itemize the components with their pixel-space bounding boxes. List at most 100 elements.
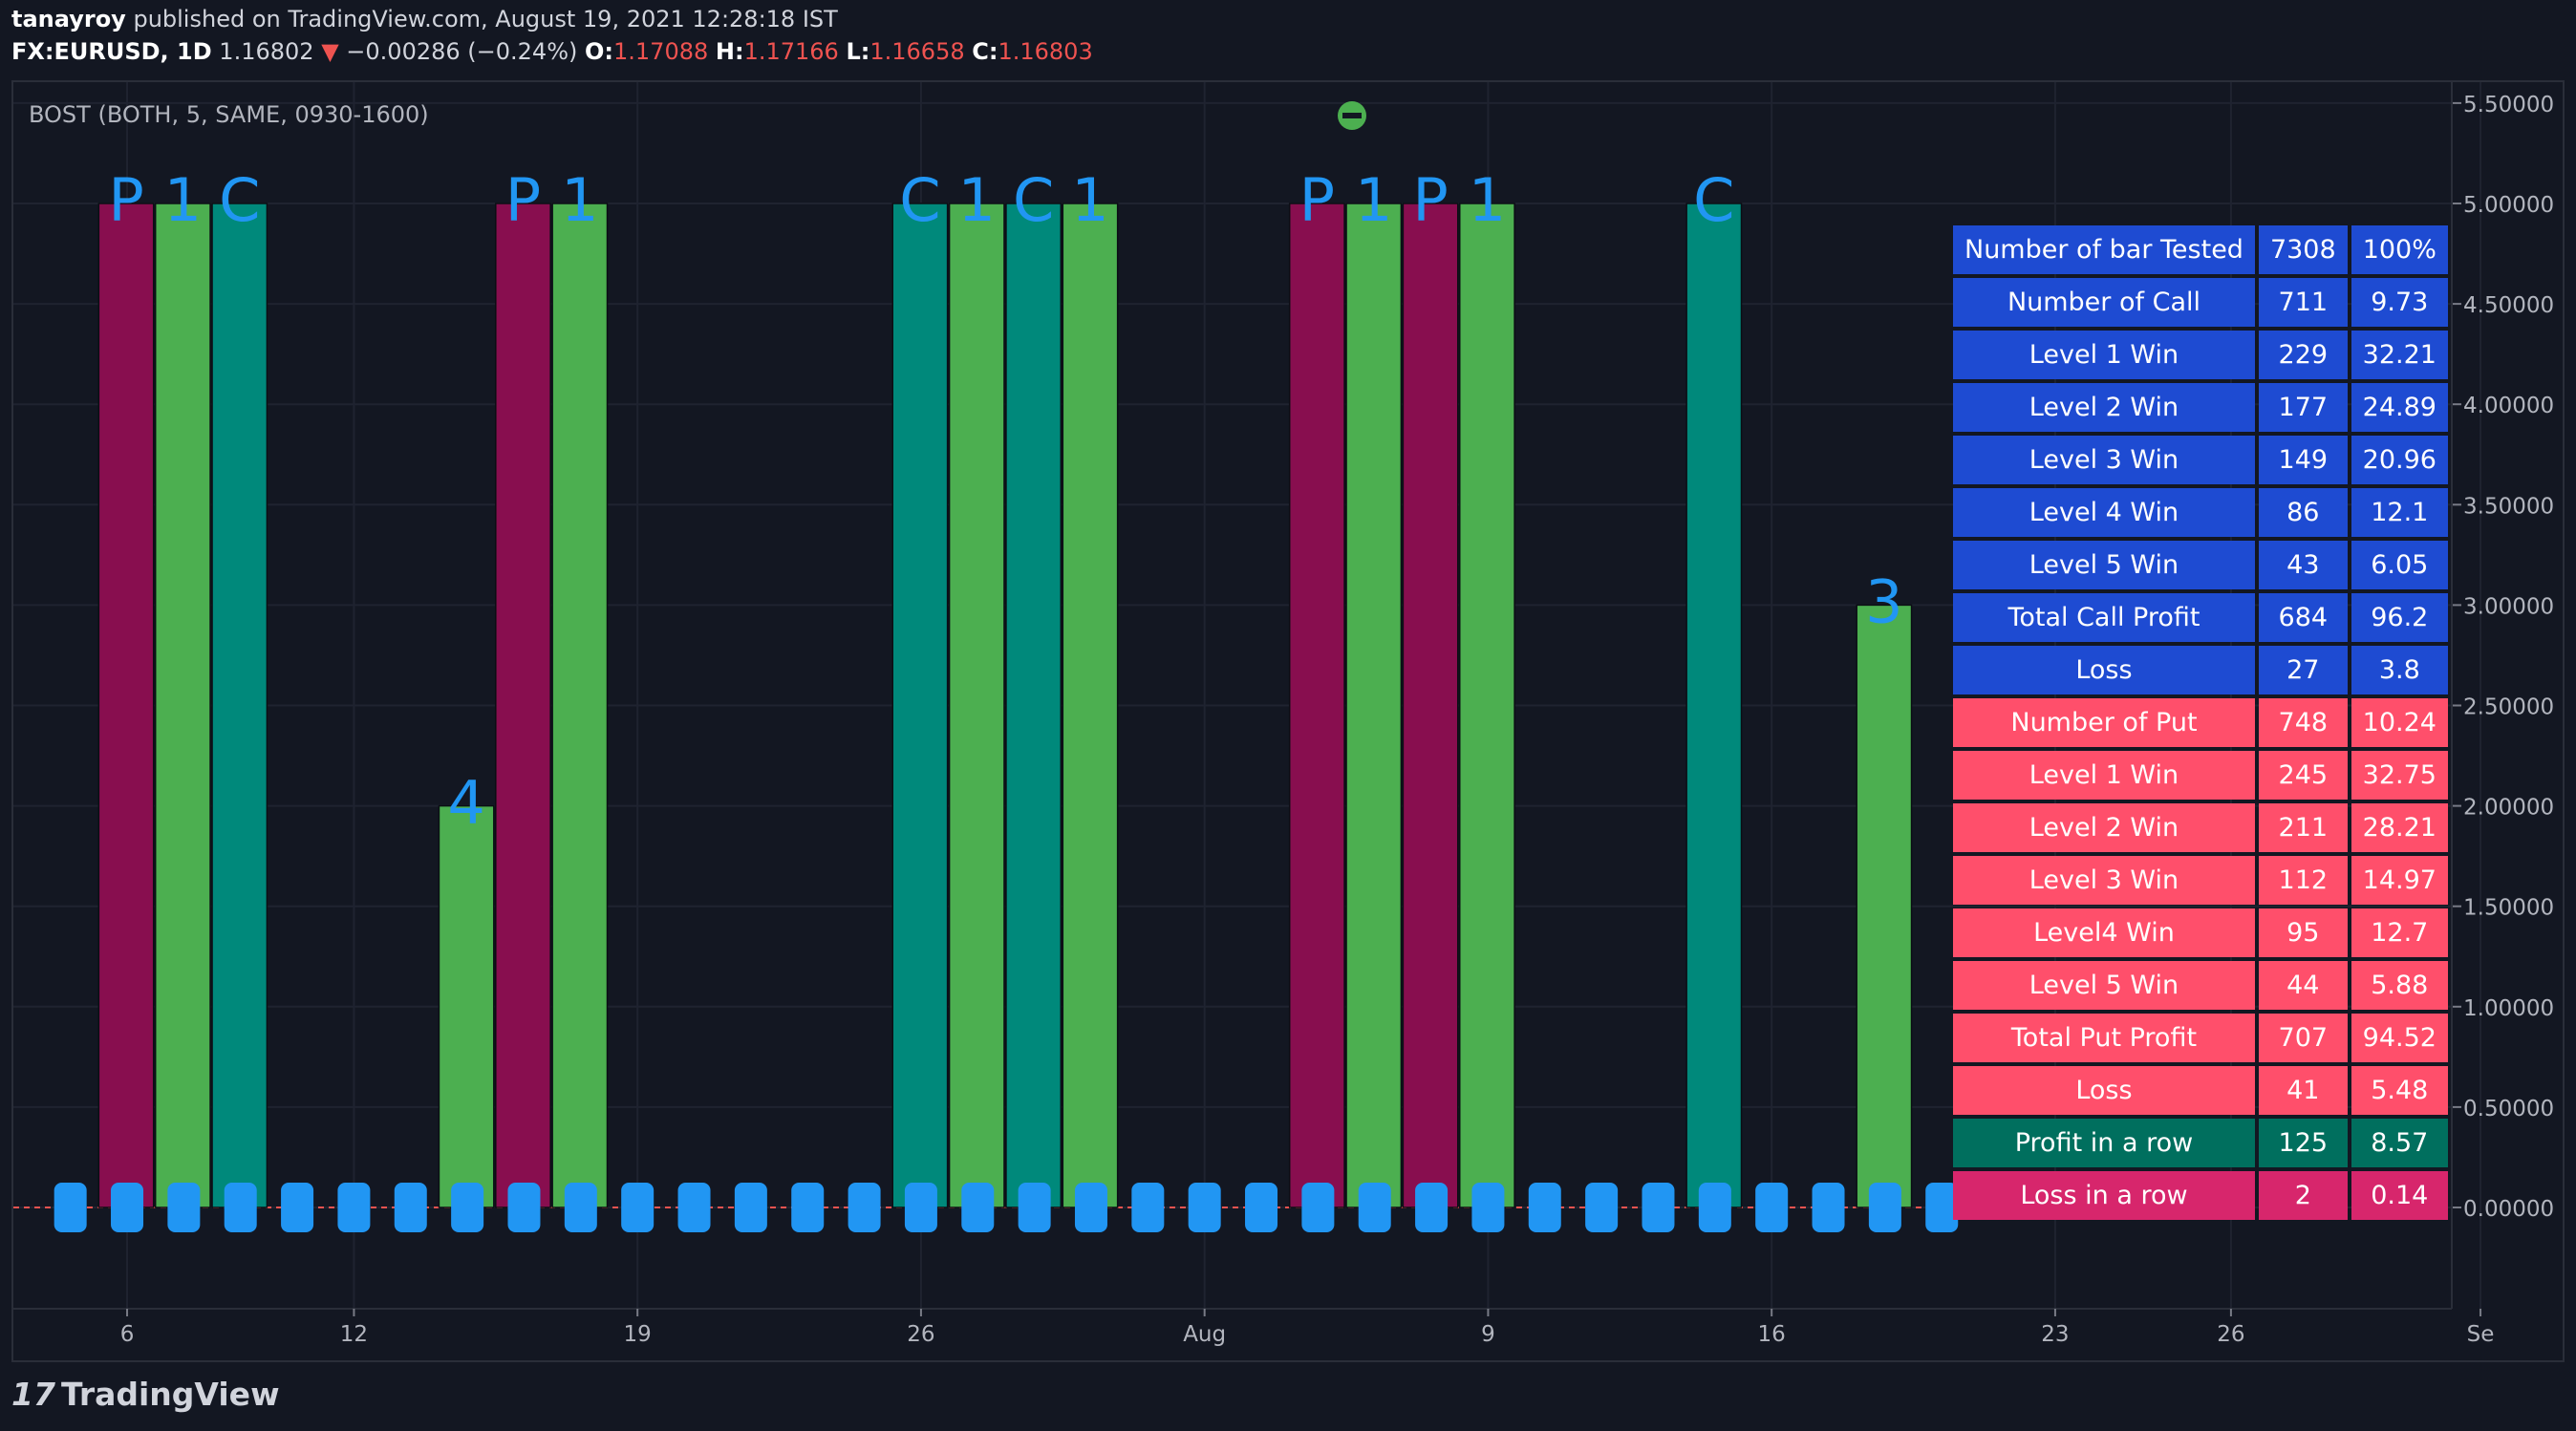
stats-percent: 28.21 — [2351, 803, 2448, 852]
y-tick-label: 2.50000 — [2463, 695, 2554, 720]
stats-label: Level 3 Win — [1953, 436, 2255, 484]
bar-green[interactable] — [551, 203, 609, 1208]
baseline-marker — [1188, 1183, 1221, 1232]
bar-label: C — [1693, 165, 1734, 235]
x-tick-label: 23 — [2041, 1322, 2069, 1347]
tradingview-logo[interactable]: 17 TradingView — [11, 1376, 280, 1413]
stats-label: Loss — [1953, 1066, 2255, 1115]
baseline-marker — [1868, 1183, 1901, 1232]
baseline-marker — [1925, 1183, 1959, 1232]
stats-label: Level 2 Win — [1953, 803, 2255, 852]
high-value: 1.17166 — [743, 38, 839, 65]
stats-count: 95 — [2258, 908, 2348, 957]
bar-call[interactable] — [211, 203, 268, 1208]
bar-label: C — [899, 165, 940, 235]
y-tick-label: 0.50000 — [2463, 1097, 2554, 1121]
stats-row: Level 5 Win 43 6.05 — [1953, 541, 2448, 589]
stats-row: Profit in a row 125 8.57 — [1953, 1119, 2448, 1167]
stats-count: 125 — [2258, 1119, 2348, 1167]
stats-label: Number of bar Tested — [1953, 225, 2255, 274]
x-tick-label: 26 — [907, 1322, 934, 1347]
tradingview-logo-text: TradingView — [60, 1376, 280, 1413]
stats-table: Number of bar Tested 7308 100% Number of Ca… — [1949, 222, 2452, 1224]
stats-count: 707 — [2258, 1014, 2348, 1062]
baseline-marker — [961, 1183, 995, 1232]
baseline-marker — [394, 1183, 427, 1232]
baseline-marker — [564, 1183, 597, 1232]
bar-label: 1 — [1469, 165, 1506, 235]
baseline-marker — [1812, 1183, 1845, 1232]
x-tick-label: 6 — [120, 1322, 135, 1347]
y-tick-label: 0.00000 — [2463, 1197, 2554, 1222]
x-tick-label: Se — [2467, 1322, 2495, 1347]
stats-count: 211 — [2258, 803, 2348, 852]
bar-call[interactable] — [891, 203, 949, 1208]
stats-row: Number of Call 711 9.73 — [1953, 278, 2448, 327]
y-tick-label: 3.50000 — [2463, 494, 2554, 519]
bar-label: 1 — [164, 165, 202, 235]
bar-green[interactable] — [1345, 203, 1403, 1208]
baseline-marker — [1471, 1183, 1505, 1232]
stats-row: Number of bar Tested 7308 100% — [1953, 225, 2448, 274]
bar-green[interactable] — [1856, 604, 1913, 1208]
stats-percent: 3.8 — [2351, 646, 2448, 694]
bar-put[interactable] — [1402, 203, 1459, 1208]
x-tick-label: Aug — [1183, 1322, 1226, 1347]
bar-green[interactable] — [1459, 203, 1515, 1208]
bar-green[interactable] — [438, 804, 495, 1208]
bar-put[interactable] — [495, 203, 551, 1208]
stats-row: Loss 27 3.8 — [1953, 646, 2448, 694]
symbol-label[interactable]: FX:EURUSD, 1D — [11, 38, 212, 65]
stats-label: Level 5 Win — [1953, 961, 2255, 1010]
stats-row: Level 1 Win 245 32.75 — [1953, 751, 2448, 800]
stats-percent: 14.97 — [2351, 856, 2448, 905]
bar-call[interactable] — [1005, 203, 1063, 1208]
close-label: C: — [972, 38, 998, 65]
bar-label: C — [1013, 165, 1054, 235]
stats-label: Level 3 Win — [1953, 856, 2255, 905]
bar-labels: P 1 C4P 1 C 1 C 1 P 1 P 1 C3 — [108, 165, 1902, 838]
bar-put[interactable] — [97, 203, 155, 1208]
stats-row: Level 5 Win 44 5.88 — [1953, 961, 2448, 1010]
stats-label: Level 5 Win — [1953, 541, 2255, 589]
chart-frame[interactable] — [11, 80, 2565, 1362]
baseline-marker — [1301, 1183, 1335, 1232]
bar-call[interactable] — [1685, 203, 1743, 1208]
stats-count: 149 — [2258, 436, 2348, 484]
stats-count: 27 — [2258, 646, 2348, 694]
stats-row: Loss in a row 2 0.14 — [1953, 1171, 2448, 1220]
y-axis[interactable]: 5.50000 5.00000 4.50000 4.00000 3.50000 3.000… — [2451, 82, 2554, 1309]
low-label: L: — [846, 38, 870, 65]
stats-row: Level 1 Win 229 32.21 — [1953, 331, 2448, 379]
bar-label: 1 — [561, 165, 598, 235]
stats-label: Total Call Profit — [1953, 593, 2255, 642]
stats-percent: 0.14 — [2351, 1171, 2448, 1220]
bar-green[interactable] — [948, 203, 1005, 1208]
baseline-marker — [1018, 1183, 1051, 1232]
collapse-indicator-icon[interactable] — [1338, 101, 1366, 130]
y-tick-label: 1.00000 — [2463, 996, 2554, 1021]
bar-green[interactable] — [1062, 203, 1119, 1208]
stats-count: 41 — [2258, 1066, 2348, 1115]
author-name[interactable]: tanayroy — [11, 6, 126, 32]
baseline-marker — [1245, 1183, 1278, 1232]
stats-count: 177 — [2258, 383, 2348, 432]
low-value: 1.16658 — [869, 38, 965, 65]
bar-label: 1 — [1355, 165, 1392, 235]
stats-percent: 32.21 — [2351, 331, 2448, 379]
stats-count: 112 — [2258, 856, 2348, 905]
x-axis[interactable]: 6 12 19 26 Aug 9 16 23 26 Se — [13, 1308, 2495, 1347]
bar-label: P — [1412, 165, 1448, 235]
stats-label: Profit in a row — [1953, 1119, 2255, 1167]
stats-row: Level 3 Win 149 20.96 — [1953, 436, 2448, 484]
baseline-marker — [1755, 1183, 1789, 1232]
bar-put[interactable] — [1288, 203, 1345, 1208]
baseline-marker — [791, 1183, 825, 1232]
indicator-label[interactable]: BOST (BOTH, 5, SAME, 0930-1600) — [29, 101, 429, 128]
stats-percent: 94.52 — [2351, 1014, 2448, 1062]
bar-label: 1 — [958, 165, 996, 235]
bar-green[interactable] — [154, 203, 211, 1208]
stats-row: Level 2 Win 177 24.89 — [1953, 383, 2448, 432]
baseline-marker — [904, 1183, 937, 1232]
